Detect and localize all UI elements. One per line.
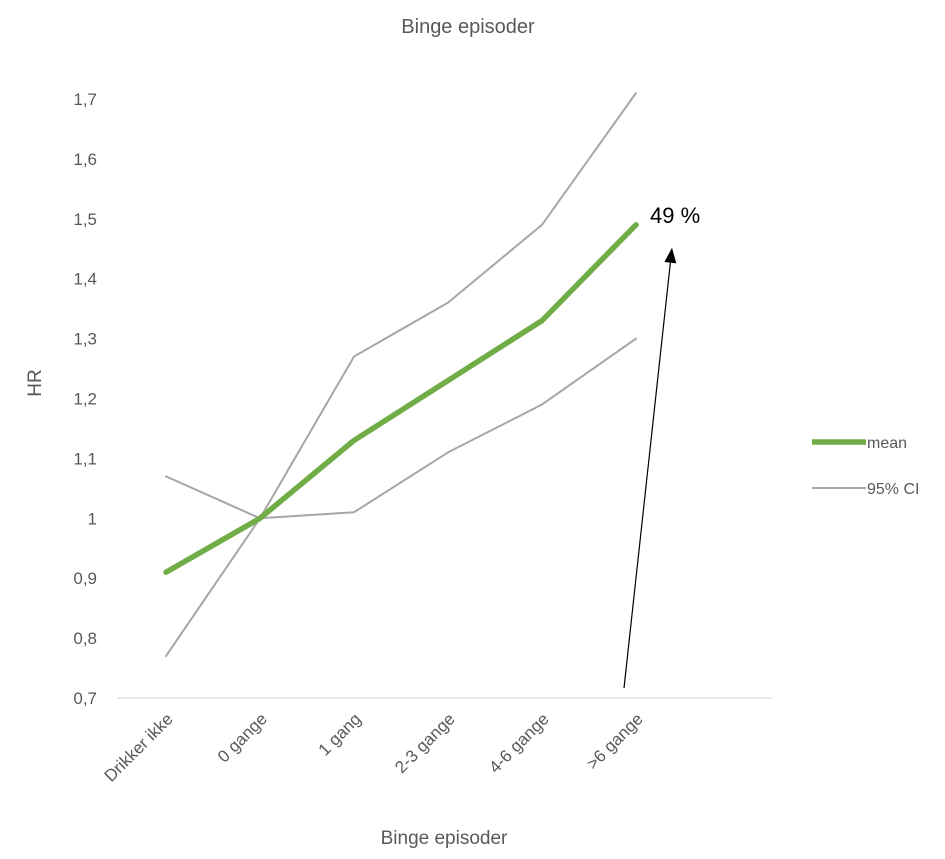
y-tick-label: 1,6 [73,150,97,169]
y-tick-label: 1 [88,509,97,528]
x-tick-label: 0 gange [214,709,271,766]
x-axis-label: Binge episoder [381,828,508,849]
legend-label: 95% CI [867,481,919,498]
y-tick-label: 1,4 [73,270,97,289]
x-tick-label: Drikker ikke [101,709,177,785]
y-tick-label: 1,3 [73,330,97,349]
chart-title: Binge episoder [401,16,535,38]
y-tick-label: 1,7 [73,90,97,109]
annotation-arrow [623,262,671,689]
y-tick-label: 1,1 [73,449,97,468]
legend-label: mean [867,435,907,452]
series-lines [163,92,639,658]
x-tick-label: 1 gang [315,709,365,759]
x-tick-label: >6 gange [583,709,647,773]
annotation: 49 % [623,203,700,689]
y-tick-label: 1,5 [73,210,97,229]
x-tick-label: 2-3 gange [391,709,459,777]
series-line-ci [165,92,637,658]
x-tick-label: 4-6 gange [485,709,553,777]
annotation-label: 49 % [650,203,700,228]
y-tick-labels: 0,7 0,8 0,9 1 1,1 1,2 1,3 1,4 1,5 1,6 1,7 [73,90,97,708]
y-tick-label: 0,8 [73,629,97,648]
x-tick-labels: Drikker ikke 0 gange 1 gang 2-3 gange 4-6 ga… [101,709,647,785]
y-axis-label: HR [25,369,46,396]
y-tick-label: 0,7 [73,689,97,708]
series-line-ci [165,337,637,520]
series-line-mean [163,222,639,575]
y-tick-label: 0,9 [73,569,97,588]
y-tick-label: 1,2 [73,390,97,409]
annotation-arrowhead [664,247,677,264]
legend: mean 95% CI [812,435,919,498]
